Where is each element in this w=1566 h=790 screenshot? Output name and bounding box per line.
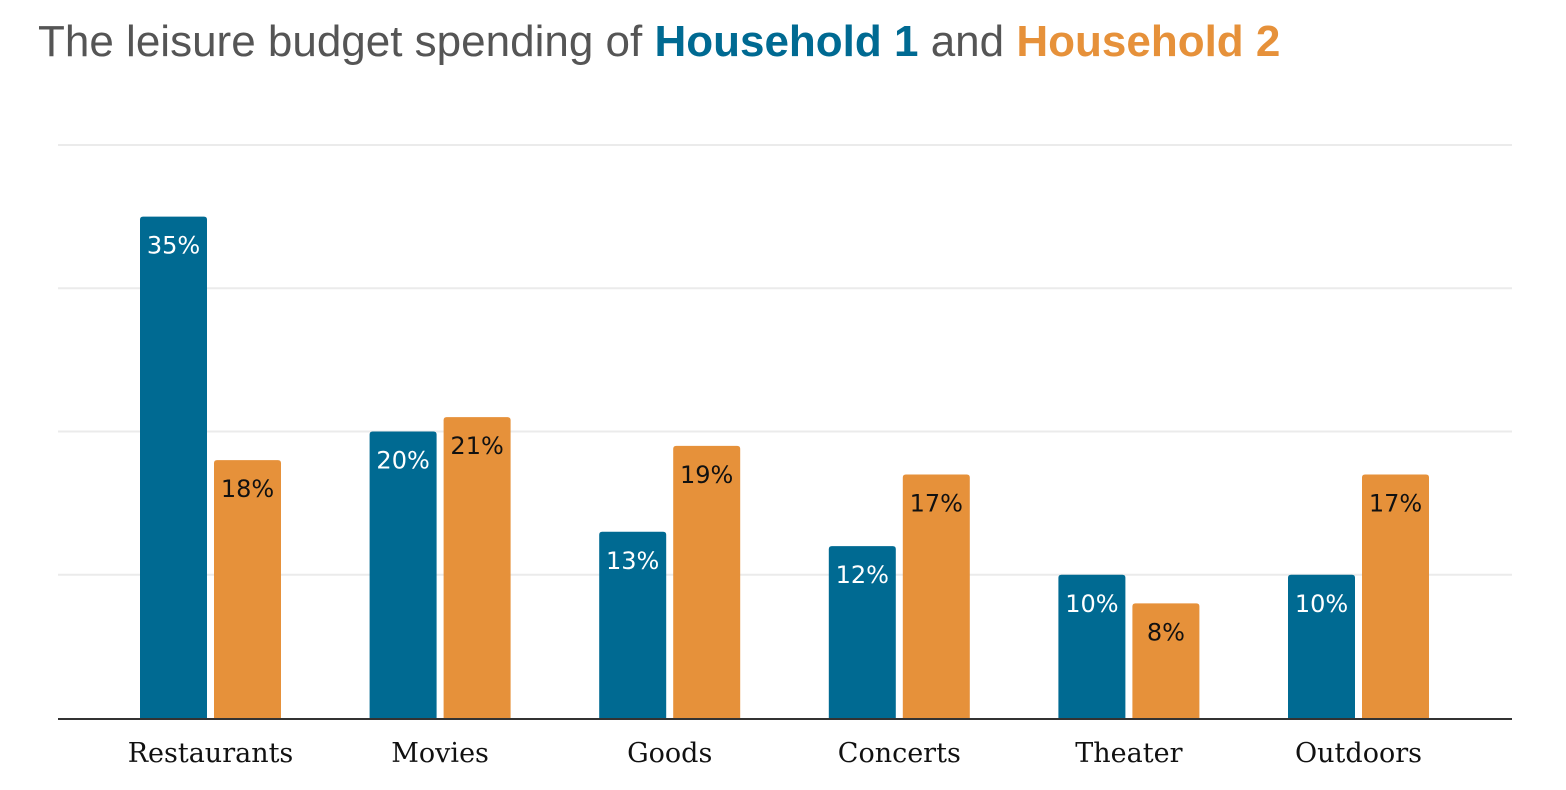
data-label: 13%	[606, 547, 659, 575]
data-labels: 35% 18% 20% 21% 13% 19% 12% 17% 10% 8% 10% 17%	[147, 232, 1422, 647]
data-label: 12%	[836, 561, 889, 589]
bar-household-2-outdoors	[1362, 474, 1429, 718]
data-label: 17%	[910, 489, 963, 517]
data-label: 35%	[147, 232, 200, 260]
data-label: 10%	[1065, 590, 1118, 618]
data-label: 10%	[1295, 590, 1348, 618]
bars	[140, 216, 1429, 718]
bar-household-2-movies	[443, 417, 511, 718]
gridlines	[58, 144, 1512, 576]
category-label: Movies	[391, 738, 489, 769]
category-label: Restaurants	[128, 738, 294, 769]
chart-title: The leisure budget spending of Household…	[38, 17, 1281, 66]
title-series-household-2: Household 2	[1016, 17, 1281, 66]
bar-household-2-theater	[1132, 603, 1200, 718]
category-label: Goods	[627, 738, 712, 769]
data-label: 19%	[680, 461, 733, 489]
bar-household-1-theater	[1058, 574, 1126, 718]
data-label: 17%	[1369, 489, 1422, 517]
bar-household-2-concerts	[902, 474, 970, 718]
bar-household-1-movies	[369, 431, 437, 718]
title-series-household-1: Household 1	[654, 17, 919, 66]
category-label: Concerts	[838, 738, 961, 769]
data-label: 18%	[221, 475, 274, 503]
bar-household-1-restaurants	[140, 216, 207, 718]
bar-household-2-restaurants	[214, 460, 281, 718]
bar-household-2-goods	[673, 445, 741, 718]
title-middle: and	[918, 17, 1017, 66]
title-prefix: The leisure budget spending of	[38, 17, 655, 66]
data-label: 21%	[450, 432, 503, 460]
data-label: 20%	[376, 447, 429, 475]
x-axis: Restaurants Movies Goods Concerts Theater Out…	[58, 718, 1512, 769]
data-label: 8%	[1147, 618, 1185, 646]
bar-household-1-goods	[599, 531, 667, 718]
bar-household-1-concerts	[828, 546, 896, 718]
bar-household-1-outdoors	[1288, 574, 1355, 718]
category-label: Theater	[1075, 738, 1182, 769]
category-label: Outdoors	[1295, 738, 1422, 769]
